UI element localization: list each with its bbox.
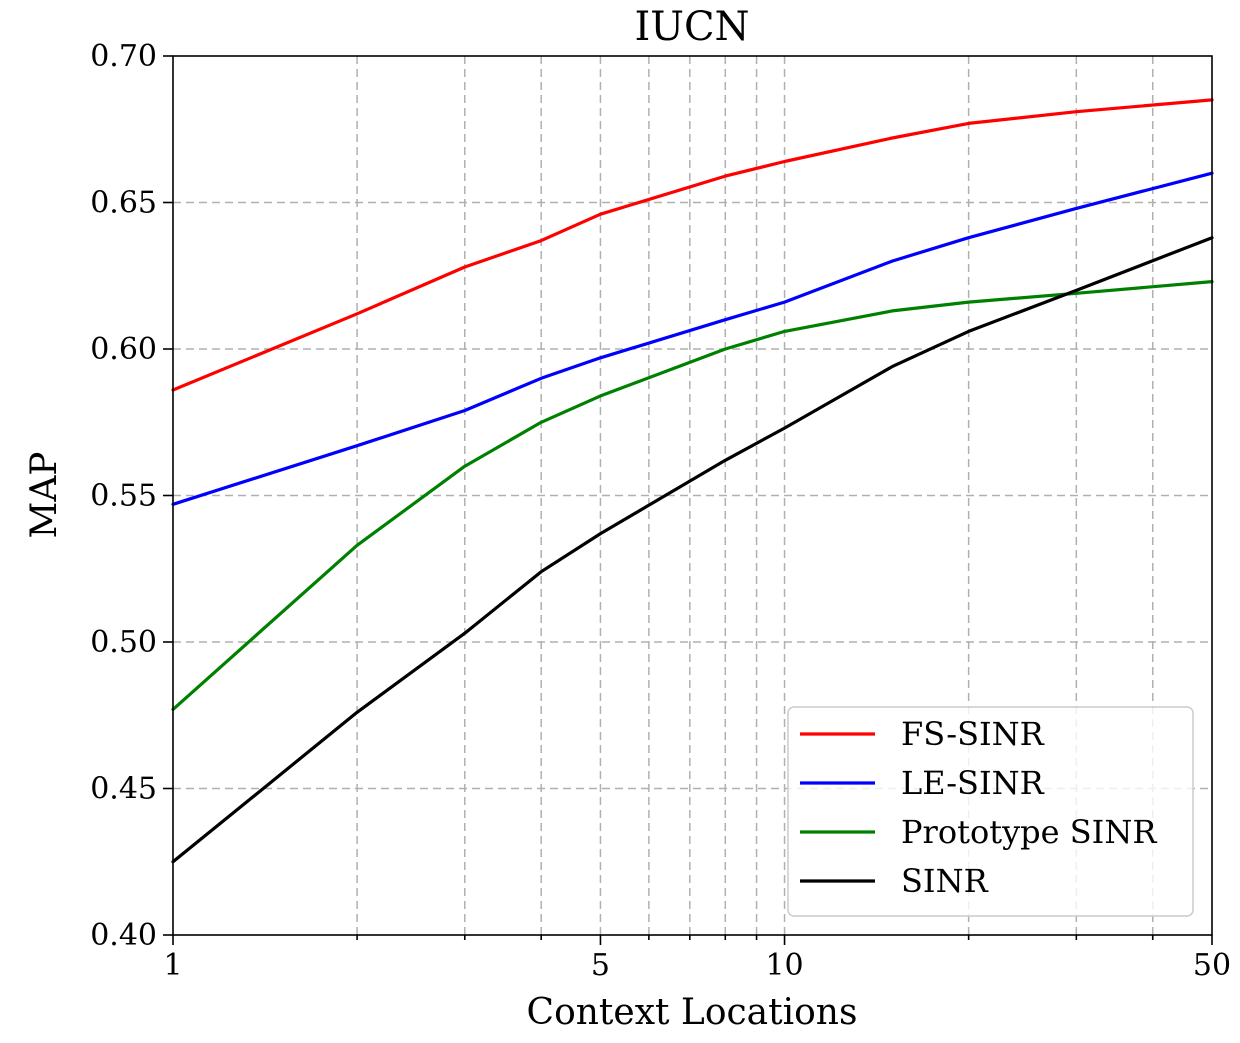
y-tick-label: 0.70 (90, 39, 157, 74)
legend-label-le-sinr: LE-SINR (901, 764, 1045, 802)
series-line-sinr (171, 236, 1214, 864)
series-line-prototype-sinr (171, 280, 1214, 712)
legend-box (787, 706, 1194, 917)
legend: FS-SINR LE-SINR Prototype SINR SINR (787, 706, 1194, 917)
axis-ticks: 1 5 10 50 0.40 0.45 0.50 0.55 0.60 0.65 0.70 (90, 39, 1231, 983)
y-axis-label: MAP (24, 451, 65, 538)
x-tick-label: 10 (765, 948, 803, 983)
y-tick-label: 0.50 (90, 625, 157, 660)
x-axis-label: Context Locations (527, 992, 858, 1033)
x-tick-label: 50 (1193, 948, 1231, 983)
x-tick-label: 1 (163, 948, 182, 983)
legend-label-prototype-sinr: Prototype SINR (901, 813, 1157, 851)
y-tick-label: 0.60 (90, 332, 157, 367)
y-tick-label: 0.55 (90, 479, 157, 514)
series-line-fs-sinr (171, 98, 1214, 392)
legend-label-sinr: SINR (901, 862, 989, 900)
legend-label-fs-sinr: FS-SINR (901, 715, 1045, 753)
x-tick-label: 5 (591, 948, 610, 983)
y-tick-label: 0.40 (90, 918, 157, 953)
y-tick-label: 0.65 (90, 186, 157, 221)
y-tick-label: 0.45 (90, 772, 157, 807)
series-line-le-sinr (171, 171, 1214, 506)
chart-title: IUCN (634, 4, 749, 50)
series-lines (171, 98, 1214, 864)
